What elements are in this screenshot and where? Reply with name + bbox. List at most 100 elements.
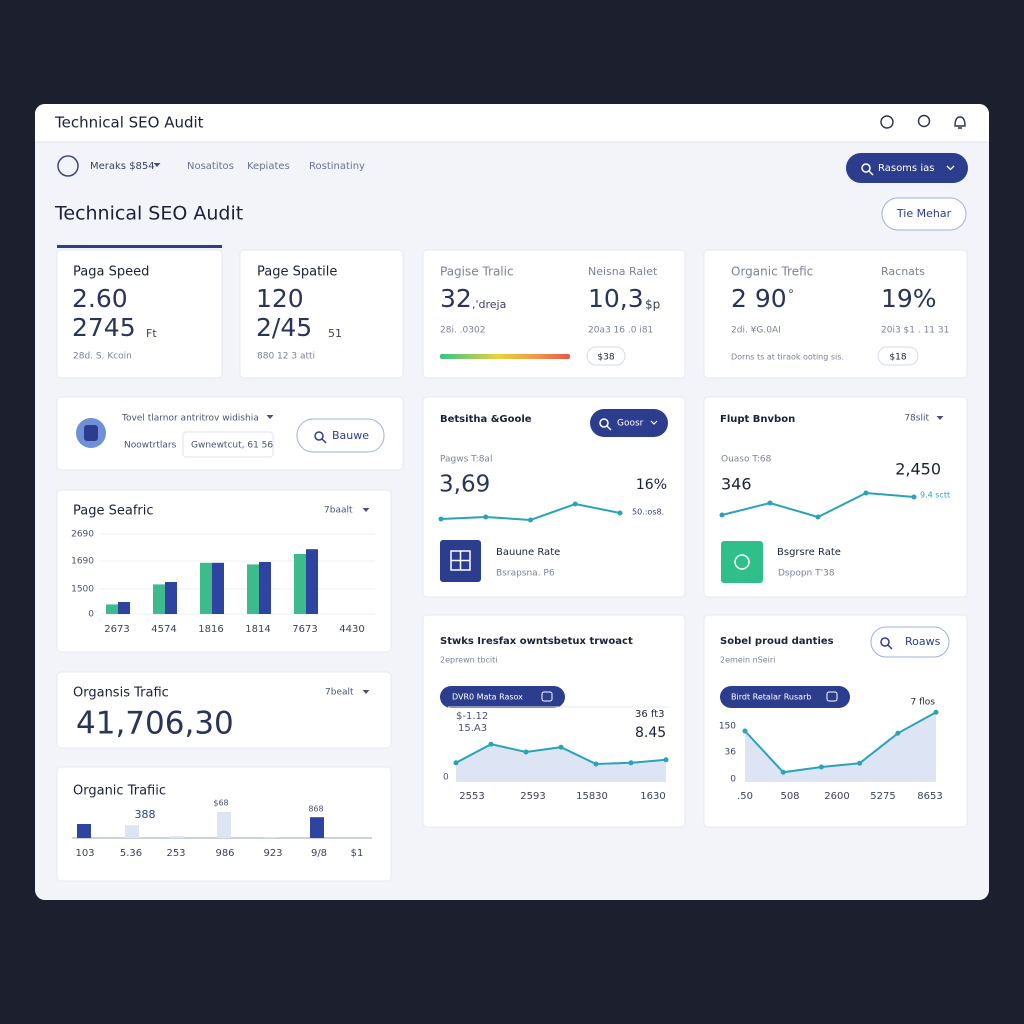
bar	[153, 584, 165, 614]
magnifier	[599, 418, 612, 431]
bar	[212, 562, 224, 614]
x-tick-label: 2593	[520, 791, 545, 802]
x-tick-label: 986	[215, 848, 234, 859]
point	[558, 744, 564, 750]
button-label: Goosr	[617, 419, 644, 429]
card-title: Organsis Trafic	[73, 686, 169, 701]
point	[911, 494, 917, 500]
card-label: Organic Trefic	[731, 265, 813, 279]
annotation: 868	[308, 805, 323, 814]
grid-glyph	[450, 550, 471, 571]
point	[742, 728, 748, 734]
card-value: 2.60	[72, 284, 128, 313]
filter-button[interactable]	[296, 418, 385, 453]
line	[744, 711, 937, 774]
metric-value: 2,450	[895, 460, 941, 479]
dropdown-arrow[interactable]	[266, 415, 274, 419]
point	[818, 764, 824, 770]
chart-title: Page Seafric	[73, 504, 154, 519]
x-tick-label: 2600	[824, 791, 849, 802]
point	[483, 514, 489, 520]
search-icon[interactable]	[917, 114, 931, 128]
card-unit: Ft	[146, 327, 157, 340]
card-note: 28d. S. Kcoin	[73, 352, 132, 362]
bar	[247, 564, 259, 614]
point	[857, 760, 863, 766]
x-tick-label: 1814	[245, 624, 270, 635]
x-tick-label: 5.36	[120, 848, 142, 859]
y-axis-label: 0	[88, 610, 94, 620]
card-unit: $p	[645, 298, 660, 312]
card-label: Racnats	[881, 265, 925, 278]
card-title: Sobel proud danties	[720, 636, 834, 647]
x-tick-label: 103	[75, 848, 94, 859]
nav-link: Nosatitos	[187, 161, 234, 172]
bar	[310, 817, 324, 838]
dropdown: 7baalt	[324, 506, 353, 516]
metric-label: Ouaso T:68	[721, 455, 772, 465]
pill-label: $18	[889, 353, 906, 363]
chevron	[650, 420, 658, 425]
x-tick-label: 923	[263, 848, 282, 859]
x-tick-label: 9/8	[311, 848, 327, 859]
card	[56, 249, 223, 379]
card-note: 20i3 $1 . 11 31	[881, 326, 949, 336]
card-note: 880 12 3 atti	[257, 352, 315, 362]
pill-label: $38	[597, 353, 614, 363]
x-tick-label: 1816	[198, 624, 223, 635]
area	[456, 744, 666, 782]
card-subtitle: 2emein nSeiri	[720, 656, 775, 665]
dropdown-arrow[interactable]	[153, 163, 161, 167]
pill	[586, 346, 626, 366]
point	[572, 501, 578, 507]
search-button[interactable]	[846, 153, 968, 183]
x-tick-label: 2673	[104, 624, 129, 635]
dropdown-arrow[interactable]	[362, 690, 370, 694]
pill-label: DVR0 Mata Rasox	[452, 693, 523, 702]
area	[745, 712, 936, 782]
pill-icon	[541, 691, 553, 702]
dropdown: 7bealt	[325, 688, 354, 698]
settings-icon[interactable]	[880, 115, 894, 129]
card-value: 2745	[72, 313, 136, 342]
stat-title: Bsgrsre Rate	[777, 547, 841, 558]
avatar-figure	[84, 425, 98, 441]
bar	[263, 836, 277, 838]
button-label: Bauwe	[332, 429, 369, 442]
note: 15.A3	[458, 723, 487, 734]
input[interactable]	[182, 431, 274, 458]
card-unit: °	[788, 288, 794, 302]
metric-label: Pagws T:8al	[440, 455, 492, 465]
card	[422, 249, 686, 379]
x-tick-label: 5275	[870, 791, 895, 802]
annotation: 388	[135, 808, 156, 821]
point	[863, 490, 869, 496]
point	[895, 730, 901, 736]
active-indicator	[57, 245, 222, 248]
bar	[294, 554, 306, 614]
card-button[interactable]	[590, 409, 668, 437]
account: Meraks $854	[90, 161, 155, 172]
line-label: 9.4 sctt	[920, 491, 950, 500]
point	[815, 514, 821, 520]
avatar[interactable]	[57, 155, 79, 177]
card	[239, 249, 404, 379]
point	[488, 741, 494, 747]
card-button[interactable]	[870, 626, 950, 658]
point	[593, 761, 599, 767]
bar	[77, 824, 91, 838]
card-unit: 51	[328, 327, 342, 340]
bell-icon[interactable]	[954, 116, 966, 129]
action-button[interactable]	[881, 197, 967, 231]
bar	[200, 562, 212, 614]
pill-label: Birdt Retalar Rusarb	[731, 693, 811, 702]
dropdown-arrow[interactable]	[362, 508, 370, 512]
pill	[877, 346, 919, 366]
nav-link: Rostinatiny	[309, 161, 365, 172]
y-axis-label: 0	[730, 775, 736, 785]
chart-title: Organic Trafiic	[73, 784, 166, 799]
dropdown-arrow[interactable]	[936, 416, 944, 420]
point	[617, 510, 623, 516]
card-unit: ,'dreja	[472, 298, 506, 311]
bar	[306, 549, 318, 614]
